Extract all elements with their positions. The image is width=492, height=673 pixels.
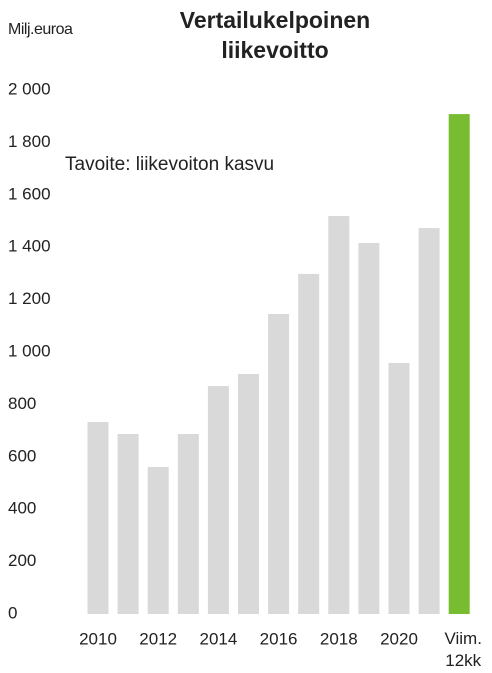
- y-tick-label: 1 400: [8, 237, 51, 256]
- bar: [298, 273, 320, 614]
- bar: [328, 216, 350, 614]
- bar: [268, 314, 290, 614]
- y-tick-label: 1 800: [8, 132, 51, 151]
- x-tick-label: Viim. 12kk: [444, 629, 481, 670]
- x-tick-label: 2016: [260, 629, 298, 648]
- y-tick-label: 1 000: [8, 341, 51, 360]
- bar: [358, 243, 380, 614]
- x-tick-label: 2018: [320, 629, 358, 648]
- bar: [207, 386, 229, 614]
- y-tick-label: 1 600: [8, 184, 51, 203]
- chart-title: Vertailukelpoinen liikevoitto: [180, 7, 370, 63]
- y-tick-label: 2 000: [8, 79, 51, 98]
- bar: [388, 363, 410, 614]
- y-axis-label: Milj.euroa: [8, 21, 73, 38]
- y-tick-label: 400: [8, 499, 36, 518]
- x-tick-label: 2020: [380, 629, 418, 648]
- y-tick-label: 200: [8, 551, 36, 570]
- y-tick-label: 600: [8, 446, 36, 465]
- x-tick-label: 2012: [139, 629, 177, 648]
- y-tick-label: 0: [8, 603, 17, 622]
- y-tick-label: 800: [8, 394, 36, 413]
- bar: [177, 434, 199, 614]
- y-tick-label: 1 200: [8, 289, 51, 308]
- bar: [448, 114, 470, 614]
- x-tick-label: 2014: [199, 629, 237, 648]
- bar: [117, 434, 139, 614]
- bar: [87, 421, 109, 614]
- annotation: Tavoite: liikevoiton kasvu: [65, 154, 274, 175]
- bar: [147, 467, 169, 614]
- bar: [418, 228, 440, 614]
- x-tick-label: 2010: [79, 629, 117, 648]
- bar: [238, 374, 259, 614]
